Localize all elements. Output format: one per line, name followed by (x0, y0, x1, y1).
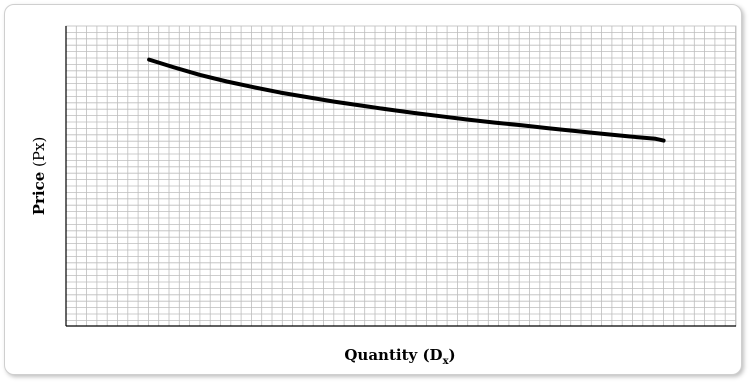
y-axis-label-rest: (Px) (30, 137, 48, 172)
x-axis-label-subscript: x (443, 356, 450, 367)
demand-curve-line (147, 57, 666, 143)
series-layer (147, 57, 666, 143)
y-axis-label: Price (Px) (30, 137, 48, 216)
x-axis-label-close: ) (449, 346, 456, 364)
y-axis-label-bold: Price (30, 172, 48, 216)
x-axis-label-main: Quantity (D (344, 346, 442, 364)
x-axis-label: Quantity (Dx) (344, 346, 455, 367)
